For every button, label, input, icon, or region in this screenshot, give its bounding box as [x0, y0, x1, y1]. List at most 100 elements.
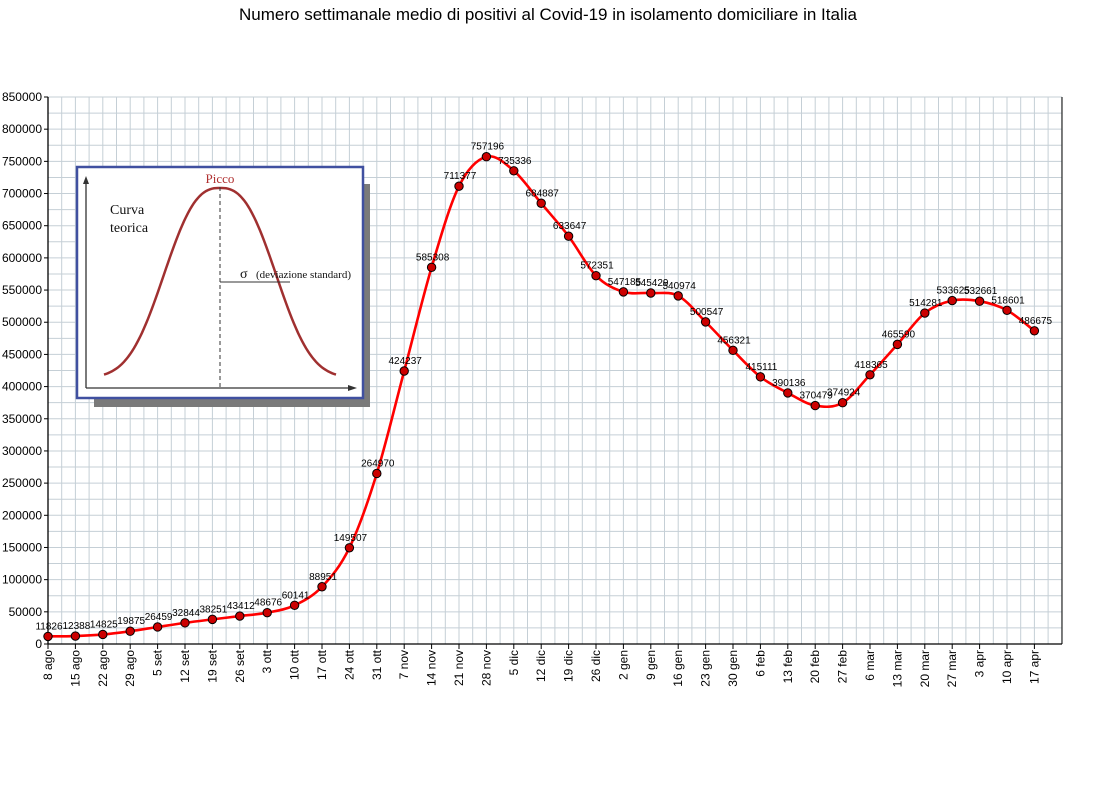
data-label: 545429 [635, 278, 669, 289]
y-tick-label: 700000 [2, 187, 42, 201]
data-label: 465590 [882, 329, 916, 340]
x-tick-label: 10 apr [1000, 650, 1014, 684]
theoretical-curve-inset: Picco Curva teorica σ (deviazione standa… [75, 165, 370, 407]
data-label: 518601 [991, 295, 1025, 306]
inset-sigma-label: (deviazione standard) [256, 269, 351, 281]
data-point [399, 366, 409, 376]
x-tick-label: 22 ago [96, 650, 110, 687]
x-tick-label: 14 nov [425, 650, 439, 686]
data-label: 486675 [1019, 316, 1053, 327]
y-tick-label: 350000 [2, 412, 42, 426]
y-tick-label: 250000 [2, 476, 42, 490]
inset-curve-label-1: Curva [110, 203, 145, 218]
data-label: 540974 [663, 281, 697, 292]
x-tick-label: 13 feb [781, 650, 795, 684]
x-tick-label: 21 nov [452, 650, 466, 686]
x-tick-label: 30 gen [726, 650, 740, 687]
y-tick-label: 500000 [2, 315, 42, 329]
data-label: 735336 [498, 156, 532, 167]
data-label: 88951 [309, 572, 337, 583]
x-tick-label: 24 ott [342, 649, 356, 680]
inset-y-arrow [83, 176, 89, 184]
data-label: 684887 [526, 188, 560, 199]
data-label: 424237 [389, 356, 423, 367]
x-tick-label: 20 feb [808, 650, 822, 684]
data-point [344, 543, 355, 553]
data-point [235, 611, 245, 621]
data-point [1029, 326, 1040, 336]
data-label: 43412 [227, 601, 255, 612]
data-label: 456321 [717, 335, 751, 346]
data-point [618, 287, 629, 297]
data-label: 390136 [772, 378, 806, 389]
y-tick-label: 650000 [2, 219, 42, 233]
x-tick-label: 29 ago [123, 650, 137, 687]
data-point [700, 317, 711, 327]
data-point [125, 626, 135, 636]
data-point [673, 291, 683, 301]
data-label: 149507 [334, 533, 368, 544]
x-tick-label: 26 set [233, 649, 247, 682]
x-tick-label: 26 dic [589, 650, 603, 682]
inset-peak-label: Picco [206, 171, 235, 186]
x-tick-label: 20 mar [918, 650, 932, 687]
data-label: 415111 [745, 362, 777, 373]
data-label: 264970 [361, 458, 395, 469]
data-label: 19875 [117, 616, 145, 627]
x-tick-label: 19 set [205, 649, 219, 682]
y-tick-label: 800000 [2, 122, 42, 136]
data-point [372, 468, 382, 479]
x-tick-label: 3 ott [260, 649, 274, 673]
data-label: 500547 [690, 307, 724, 318]
x-tick-label: 27 mar [945, 650, 959, 687]
x-tick-label: 16 gen [671, 650, 685, 687]
data-label: 38251 [199, 604, 227, 615]
inset-x-arrow [348, 385, 357, 391]
data-label: 60141 [282, 590, 310, 601]
data-label: 374924 [827, 388, 861, 399]
x-tick-label: 6 feb [753, 650, 767, 677]
data-point [317, 582, 327, 592]
data-label: 418365 [854, 360, 888, 371]
x-tick-label: 5 set [151, 649, 165, 676]
x-tick-label: 12 dic [534, 650, 548, 682]
data-label: 532661 [964, 286, 998, 297]
axes [47, 97, 1063, 645]
data-point [920, 308, 930, 318]
data-point [865, 370, 875, 380]
x-tick-label: 3 apr [973, 650, 987, 677]
x-tick-label: 9 gen [644, 650, 658, 680]
data-label: 48676 [254, 598, 282, 609]
data-point [481, 152, 492, 162]
y-tick-label: 400000 [2, 380, 42, 394]
data-point [152, 622, 163, 632]
data-point [509, 166, 519, 176]
data-point [783, 388, 793, 398]
grid [47, 96, 1063, 645]
x-tick-label: 31 ott [370, 649, 384, 680]
data-label: 585308 [416, 252, 450, 263]
y-tick-label: 750000 [2, 154, 42, 168]
chart-title: Numero settimanale medio di positivi al … [239, 5, 857, 24]
data-label: 12388 [62, 621, 90, 632]
x-axis-ticks: 8 ago 15 ago 22 ago 29 ago 5 set 12 set 19 set… [41, 644, 1041, 687]
data-point [892, 339, 903, 350]
x-tick-label: 15 ago [68, 650, 82, 687]
x-tick-label: 13 mar [890, 650, 904, 687]
data-point [563, 231, 574, 241]
data-point [755, 372, 766, 382]
y-axis-ticks: 0 50000 100000 150000 200000 250000 300000 3500… [2, 90, 48, 651]
data-label: 633647 [553, 221, 587, 232]
data-point [810, 400, 820, 411]
data-label: 26459 [145, 612, 173, 623]
data-point [289, 600, 300, 610]
y-tick-label: 850000 [2, 90, 42, 104]
x-tick-label: 27 feb [836, 650, 850, 684]
data-label: 533625 [937, 286, 971, 297]
data-label: 547185 [608, 277, 642, 288]
y-tick-label: 150000 [2, 540, 42, 554]
data-label: 14825 [90, 619, 118, 630]
data-point [43, 631, 53, 642]
data-point [70, 631, 81, 641]
